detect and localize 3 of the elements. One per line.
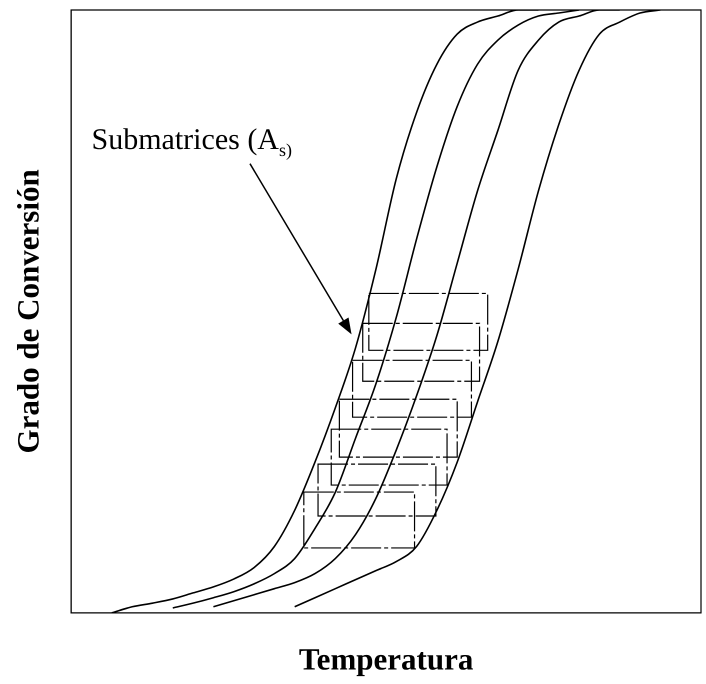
annotation: Submatrices (A$_{s)}$: [92, 122, 292, 161]
x-axis-title: Temperatura: [298, 641, 474, 676]
y-axis-title: Grado de Conversión: [10, 169, 46, 454]
